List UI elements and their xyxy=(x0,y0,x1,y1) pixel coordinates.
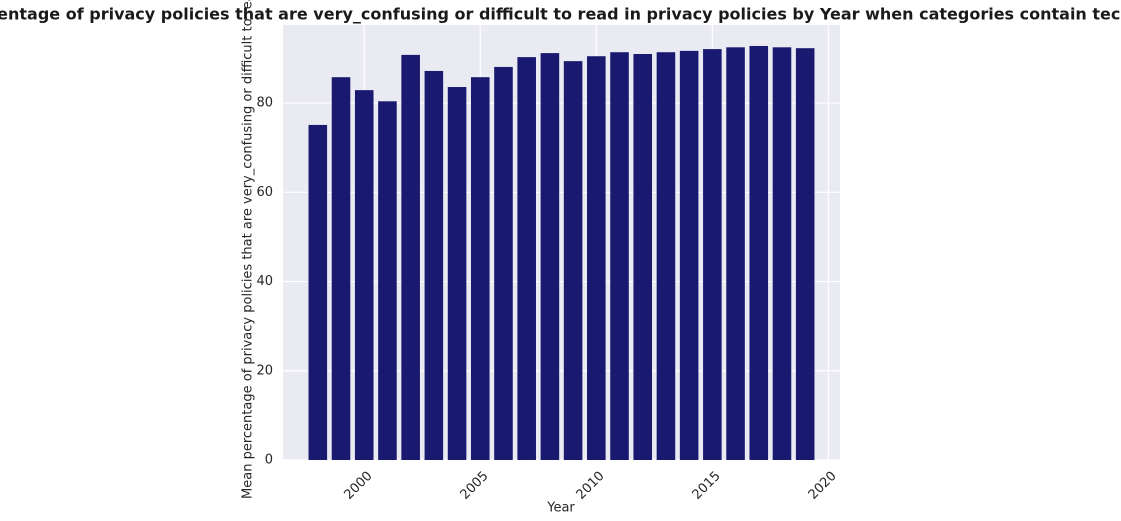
bar xyxy=(494,66,513,460)
bar xyxy=(772,47,792,461)
x-tick-label: 2010 xyxy=(574,469,608,503)
y-axis-label: Mean percentage of privacy policies that… xyxy=(241,0,256,499)
bar xyxy=(679,50,699,460)
bar xyxy=(703,49,722,460)
x-tick-label: 2020 xyxy=(806,469,840,503)
bar xyxy=(470,77,490,460)
bar xyxy=(540,53,560,460)
y-tick-label: 20 xyxy=(256,363,273,378)
plot-area xyxy=(283,25,840,460)
chart-title: Mean percentage of privacy policies that… xyxy=(0,5,1121,24)
bar xyxy=(378,101,397,461)
bar xyxy=(563,61,583,461)
bar xyxy=(749,45,769,460)
bar xyxy=(517,57,536,460)
x-tick-label: 2000 xyxy=(342,469,376,503)
bar xyxy=(726,47,745,461)
bar xyxy=(610,52,629,460)
bar xyxy=(587,56,606,460)
y-tick-label: 40 xyxy=(256,274,273,289)
bar xyxy=(447,87,467,460)
bar xyxy=(795,48,815,460)
bar xyxy=(656,52,676,460)
y-tick-label: 80 xyxy=(256,96,273,111)
bar xyxy=(633,54,653,460)
x-tick-label: 2015 xyxy=(690,469,724,503)
bar xyxy=(354,90,374,460)
bar xyxy=(401,54,420,461)
y-tick-label: 60 xyxy=(256,185,273,200)
x-tick-label: 2005 xyxy=(458,469,492,503)
x-axis-label: Year xyxy=(546,501,575,516)
bar xyxy=(308,124,328,460)
y-tick-label: 0 xyxy=(265,453,273,468)
bar xyxy=(331,77,351,460)
bar xyxy=(424,70,444,460)
